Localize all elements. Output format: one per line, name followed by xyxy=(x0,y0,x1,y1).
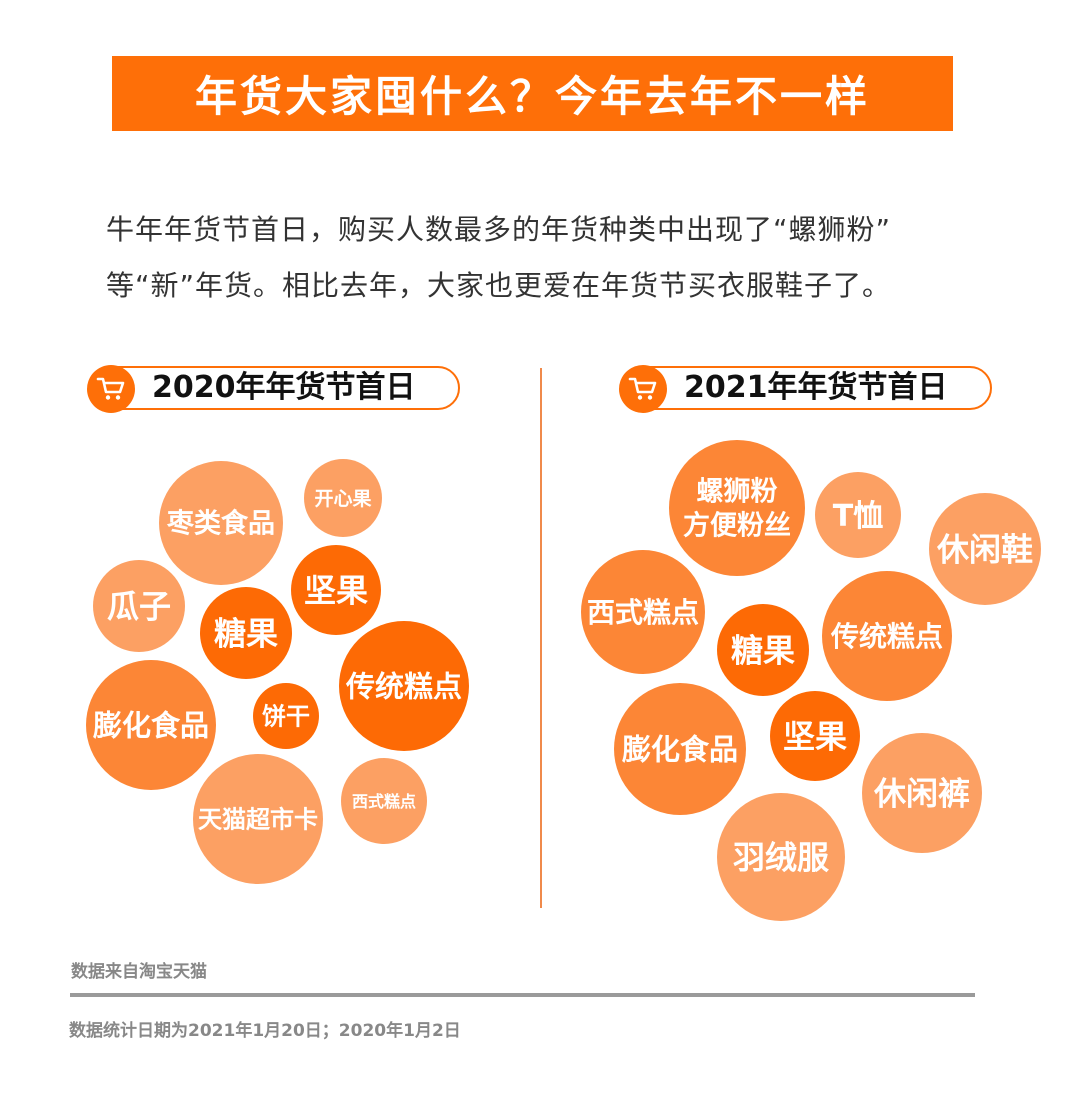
bubble xyxy=(341,758,427,844)
shopping-cart-icon xyxy=(619,365,667,413)
bubble xyxy=(200,587,292,679)
intro-line-1: 牛年年货节首日，购买人数最多的年货种类中出现了“螺狮粉” xyxy=(106,213,892,246)
page-title: 年货大家囤什么？今年去年不一样 xyxy=(194,72,870,121)
bubble-label: T恤 xyxy=(833,499,883,534)
bubble-label: 羽绒服 xyxy=(733,839,829,877)
bubble-label: 开心果 xyxy=(314,488,371,510)
source-note: 数据来自淘宝天猫 xyxy=(71,962,207,982)
bubble-label: 坚果 xyxy=(783,718,847,756)
bubble-label: 螺狮粉方便粉丝 xyxy=(683,477,791,542)
title-banner: 年货大家囤什么？今年去年不一样 xyxy=(112,56,953,131)
bubble xyxy=(614,683,746,815)
chart-title-2021-label: 2021年年货节首日 xyxy=(684,370,948,405)
shopping-cart-icon xyxy=(87,365,135,413)
bubble xyxy=(929,493,1041,605)
bubble xyxy=(822,571,952,701)
intro-text: 牛年年货节首日，购买人数最多的年货种类中出现了“螺狮粉” 等“新”年货。相比去年… xyxy=(106,202,986,314)
bubble xyxy=(159,461,283,585)
date-note: 数据统计日期为2021年1月20日；2020年1月2日 xyxy=(69,1021,461,1041)
intro-line-2: 等“新”年货。相比去年，大家也更爱在年货节买衣服鞋子了。 xyxy=(106,269,892,302)
bubble xyxy=(93,560,185,652)
bubble xyxy=(717,604,809,696)
bubble xyxy=(862,733,982,853)
bubble-label: 天猫超市卡 xyxy=(198,806,318,834)
bubble-label: 膨化食品 xyxy=(93,708,209,742)
bubble-label: 瓜子 xyxy=(107,588,171,626)
bubble-label: 西式糕点 xyxy=(587,596,699,629)
bubble xyxy=(339,621,469,751)
bubble-label: 饼干 xyxy=(262,703,310,731)
chart-title-2021: 2021年年货节首日 xyxy=(619,365,992,413)
chart-title-2020-label: 2020年年货节首日 xyxy=(152,370,416,405)
bubble-label: 西式糕点 xyxy=(352,792,416,811)
bubble-label: 传统糕点 xyxy=(830,620,943,653)
bubble xyxy=(86,660,216,790)
bubble-label: 糖果 xyxy=(731,632,795,670)
bubble-label: 糖果 xyxy=(214,615,278,653)
bubble xyxy=(291,545,381,635)
column-divider xyxy=(540,368,542,908)
bubble xyxy=(304,459,382,537)
bubble xyxy=(717,793,845,921)
bubble xyxy=(770,691,860,781)
bubble xyxy=(253,683,319,749)
footer-rule xyxy=(70,993,975,997)
bubble-label: 坚果 xyxy=(304,572,368,610)
chart-title-2020: 2020年年货节首日 xyxy=(87,365,460,413)
bubble xyxy=(193,754,323,884)
bubble xyxy=(669,440,805,576)
bubble-label: 休闲裤 xyxy=(873,775,970,813)
bubble xyxy=(815,472,901,558)
bubble-label: 膨化食品 xyxy=(622,732,738,766)
bubble-label: 枣类食品 xyxy=(166,508,275,540)
bubble xyxy=(581,550,705,674)
bubble-label: 传统糕点 xyxy=(345,669,462,703)
bubble-label: 休闲鞋 xyxy=(936,531,1033,569)
